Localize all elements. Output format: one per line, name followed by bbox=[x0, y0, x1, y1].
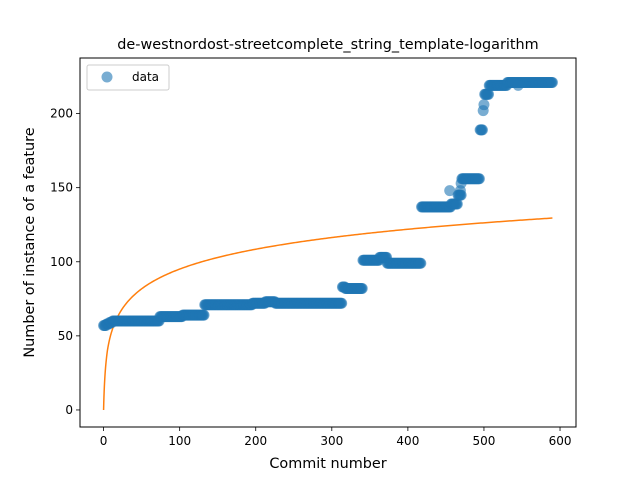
data-point bbox=[483, 88, 495, 100]
data-point bbox=[356, 282, 368, 294]
legend: data bbox=[86, 64, 170, 91]
data-point bbox=[455, 177, 467, 189]
y-tick-label: 150 bbox=[50, 181, 73, 195]
fit-line bbox=[102, 217, 553, 410]
data-point bbox=[444, 185, 456, 197]
legend-label-data: data bbox=[132, 70, 159, 84]
x-tick-label: 0 bbox=[100, 434, 108, 448]
legend-marker bbox=[101, 71, 113, 83]
y-axis-label: Number of instance of a feature bbox=[22, 127, 38, 357]
plot-area bbox=[98, 76, 558, 410]
fit-series bbox=[102, 217, 553, 410]
data-point bbox=[478, 99, 490, 111]
x-tick-label: 500 bbox=[472, 434, 495, 448]
axis-ticks: 0 100 200 300 400 500 600 0 50 100 150 200 bbox=[50, 107, 571, 448]
data-point bbox=[546, 76, 558, 88]
data-point bbox=[473, 173, 485, 185]
y-tick-label: 50 bbox=[58, 329, 73, 343]
x-tick-label: 200 bbox=[244, 434, 267, 448]
x-axis-label: Commit number bbox=[269, 456, 386, 472]
x-tick-label: 400 bbox=[396, 434, 419, 448]
data-point bbox=[415, 257, 427, 269]
y-tick-label: 100 bbox=[50, 255, 73, 269]
data-series bbox=[98, 76, 558, 331]
data-point bbox=[512, 79, 524, 91]
data-point bbox=[476, 124, 488, 136]
data-point bbox=[451, 198, 463, 210]
plot-frame bbox=[79, 57, 577, 428]
chart-title: de-westnordost-streetcomplete_string_tem… bbox=[117, 37, 538, 53]
y-tick-label: 200 bbox=[50, 107, 73, 121]
x-tick-label: 100 bbox=[168, 434, 191, 448]
y-tick-label: 0 bbox=[65, 403, 73, 417]
data-point bbox=[336, 297, 348, 309]
x-tick-label: 300 bbox=[320, 434, 343, 448]
legend-box bbox=[86, 64, 170, 91]
data-point bbox=[198, 309, 210, 321]
x-tick-label: 600 bbox=[549, 434, 572, 448]
